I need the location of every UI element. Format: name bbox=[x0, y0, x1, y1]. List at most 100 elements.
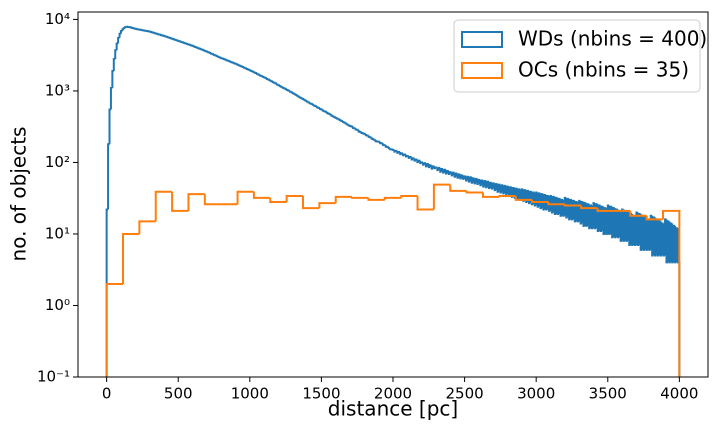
histogram-step bbox=[669, 222, 673, 263]
histogram-step bbox=[583, 202, 587, 226]
histogram-step bbox=[277, 84, 280, 87]
histogram-step bbox=[252, 191, 271, 199]
histogram-step bbox=[654, 217, 657, 257]
histogram-step bbox=[659, 221, 663, 257]
histogram-step bbox=[489, 181, 492, 188]
histogram-step bbox=[117, 36, 120, 44]
histogram-step bbox=[271, 81, 275, 84]
histogram-step bbox=[447, 170, 451, 175]
histogram-step bbox=[374, 140, 378, 143]
histogram-step bbox=[304, 99, 308, 102]
histogram-step bbox=[296, 94, 299, 97]
histogram-step bbox=[243, 66, 246, 69]
histogram-step bbox=[416, 195, 434, 211]
histogram-step bbox=[563, 196, 567, 216]
histogram-step bbox=[611, 206, 614, 239]
histogram-step bbox=[483, 180, 487, 187]
histogram-step bbox=[626, 211, 630, 241]
histogram-step bbox=[200, 48, 203, 51]
x-tick-label: 4000 bbox=[660, 385, 698, 403]
histogram-step bbox=[343, 121, 346, 124]
histogram-step bbox=[192, 45, 196, 48]
histogram-step bbox=[318, 107, 322, 110]
histogram-step bbox=[403, 153, 406, 156]
histogram-step bbox=[171, 37, 174, 40]
histogram-step bbox=[181, 41, 184, 44]
histogram-step bbox=[254, 72, 257, 75]
histogram-step bbox=[463, 175, 467, 179]
histogram-step bbox=[197, 47, 200, 50]
histogram-step bbox=[298, 96, 302, 99]
histogram-step bbox=[276, 83, 279, 86]
histogram-step bbox=[264, 77, 267, 80]
histogram-step bbox=[339, 119, 342, 122]
histogram-step bbox=[306, 100, 309, 103]
histogram-step bbox=[357, 129, 361, 133]
histogram-step bbox=[293, 92, 296, 95]
histogram-step bbox=[122, 232, 140, 284]
histogram-step bbox=[266, 77, 269, 80]
histogram-step bbox=[648, 219, 651, 251]
legend: WDs (nbins = 400) OCs (nbins = 35) bbox=[453, 19, 707, 93]
histogram-step bbox=[666, 220, 670, 263]
histogram-step bbox=[286, 89, 289, 92]
histogram-step bbox=[270, 80, 273, 83]
histogram-step bbox=[185, 42, 189, 45]
histogram-step bbox=[326, 111, 329, 115]
histogram-step bbox=[294, 93, 298, 96]
histogram-step bbox=[525, 190, 528, 203]
histogram-step bbox=[182, 41, 186, 44]
histogram-step bbox=[194, 46, 197, 49]
histogram-step bbox=[269, 197, 287, 203]
histogram-step bbox=[613, 208, 617, 239]
histogram-step bbox=[334, 116, 338, 119]
histogram-step bbox=[237, 64, 240, 67]
histogram-step bbox=[215, 55, 219, 58]
histogram-step bbox=[400, 152, 404, 155]
histogram-step bbox=[548, 195, 551, 212]
histogram-step bbox=[316, 106, 319, 109]
histogram-step bbox=[555, 196, 558, 215]
y-tick-label: 10³ bbox=[45, 81, 70, 99]
histogram-step bbox=[367, 135, 371, 138]
histogram-step bbox=[109, 86, 113, 110]
x-tick-label: 500 bbox=[164, 385, 193, 403]
histogram-step bbox=[432, 165, 435, 169]
histogram-step bbox=[303, 98, 306, 101]
histogram-step bbox=[485, 181, 488, 189]
histogram-step bbox=[273, 81, 276, 84]
histogram-step bbox=[580, 205, 598, 210]
histogram-step bbox=[114, 49, 117, 59]
histogram-step bbox=[138, 220, 156, 234]
histogram-step bbox=[400, 194, 418, 198]
histogram-step bbox=[288, 90, 292, 93]
legend-swatch bbox=[461, 31, 503, 48]
histogram-step bbox=[203, 194, 222, 206]
histogram-step bbox=[586, 203, 590, 226]
histogram-step bbox=[281, 86, 285, 89]
histogram-step bbox=[490, 182, 494, 190]
histogram-step bbox=[235, 63, 239, 66]
histogram-step bbox=[317, 106, 320, 109]
histogram-step bbox=[532, 191, 535, 205]
histogram-step bbox=[593, 203, 597, 230]
histogram-step bbox=[207, 51, 210, 54]
histogram-step bbox=[300, 97, 303, 100]
histogram-step bbox=[253, 71, 256, 74]
histogram-step bbox=[314, 105, 318, 108]
histogram-step bbox=[389, 148, 392, 151]
histogram-step bbox=[466, 175, 469, 181]
histogram-step bbox=[268, 79, 272, 82]
histogram-step bbox=[331, 115, 335, 118]
histogram-step bbox=[629, 210, 647, 217]
histogram-step bbox=[187, 193, 205, 211]
histogram-step bbox=[540, 193, 544, 209]
histogram-step bbox=[635, 211, 638, 246]
histogram-step bbox=[492, 182, 495, 189]
histogram-step bbox=[247, 68, 250, 71]
histogram-step bbox=[122, 26, 126, 30]
histogram-step bbox=[536, 192, 540, 208]
histogram-step bbox=[255, 72, 259, 75]
x-tick-label: 0 bbox=[102, 385, 112, 403]
histogram-step bbox=[220, 57, 223, 60]
